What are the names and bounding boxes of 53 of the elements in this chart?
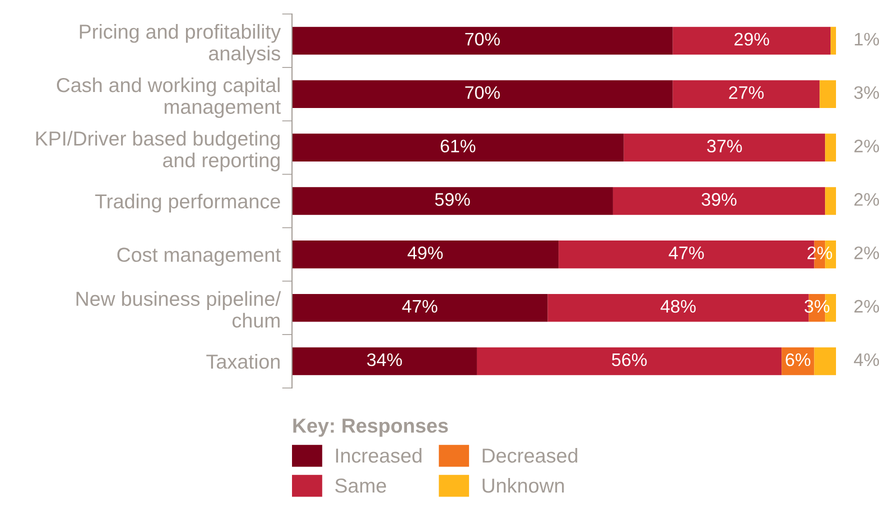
bar xyxy=(825,134,836,162)
bar xyxy=(624,134,826,162)
data-label: 61% xyxy=(440,140,476,152)
bar xyxy=(820,80,836,108)
data-label: 48% xyxy=(660,300,696,313)
bar xyxy=(830,26,836,55)
y-tick-label: KPI/Driver based budgeting and reporting xyxy=(36,130,280,172)
data-label: 39% xyxy=(702,193,736,206)
bar xyxy=(814,347,836,376)
bar xyxy=(476,347,782,376)
data-label: 49% xyxy=(408,246,443,260)
bar xyxy=(292,240,559,268)
legend-title: Key: Responses xyxy=(293,418,448,437)
data-label: 3% xyxy=(804,300,830,313)
bar xyxy=(672,80,820,108)
data-label: 37% xyxy=(707,140,742,152)
data-label: 2% xyxy=(854,300,879,313)
bar xyxy=(825,187,836,215)
y-tick-label: Taxation xyxy=(206,354,280,369)
bar xyxy=(292,347,477,376)
data-label: 4% xyxy=(854,353,879,366)
data-label: 3% xyxy=(854,86,879,99)
bar xyxy=(612,187,826,215)
legend-label: Unknown xyxy=(482,478,564,493)
data-label: 2% xyxy=(854,140,879,152)
y-tick-label: Cash and working capital management xyxy=(56,77,281,118)
data-label: 2% xyxy=(808,246,832,260)
bar xyxy=(672,26,831,55)
data-label: 70% xyxy=(465,86,500,99)
y-tick-label: New business pipeline/ chum xyxy=(76,291,281,328)
legend-label: Increased xyxy=(336,448,422,463)
y-tick-label: Cost management xyxy=(117,248,281,266)
data-label: 27% xyxy=(729,86,764,99)
data-label: 1% xyxy=(854,32,879,46)
legend-label: Decreased xyxy=(482,448,578,463)
bar xyxy=(292,187,613,215)
bar xyxy=(292,26,673,55)
data-label: 2% xyxy=(854,193,879,206)
data-label: 29% xyxy=(734,32,770,46)
data-label: 47% xyxy=(402,300,438,313)
data-label: 2% xyxy=(854,246,879,260)
data-label: 6% xyxy=(786,353,810,366)
legend-label: Same xyxy=(335,478,386,493)
bar xyxy=(292,80,673,108)
bar xyxy=(292,294,548,322)
y-tick-label: Trading performance xyxy=(95,194,280,212)
data-label: 59% xyxy=(435,193,470,206)
data-label: 56% xyxy=(612,353,647,366)
y-tick-label: Pricing and profitability analysis xyxy=(80,24,281,64)
data-label: 47% xyxy=(668,246,704,260)
data-label: 34% xyxy=(367,353,402,366)
data-label: 70% xyxy=(465,32,500,46)
bar xyxy=(292,134,624,162)
